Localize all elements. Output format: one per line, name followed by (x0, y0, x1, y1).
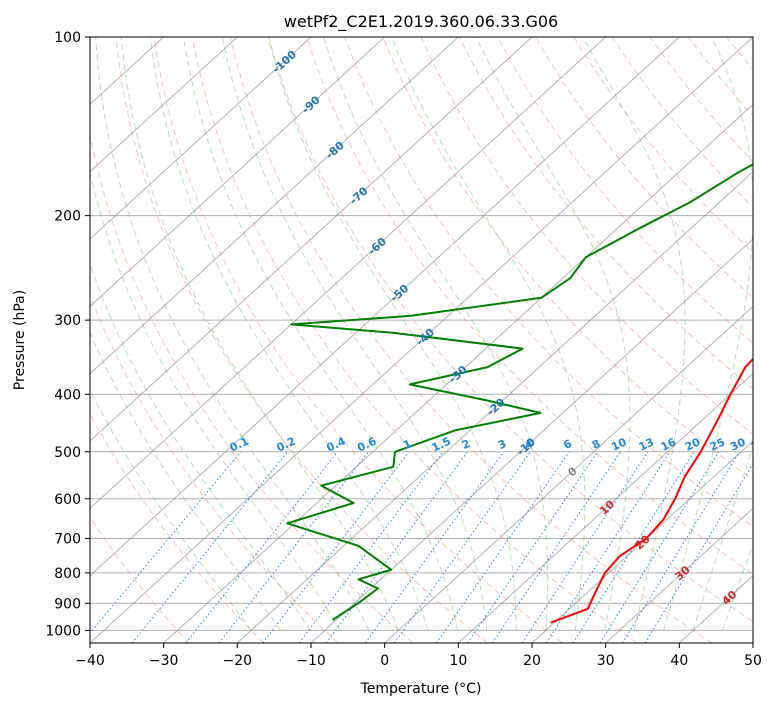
mixing-ratio-line (621, 451, 740, 643)
x-axis: −40 −30 −20 −10 0 10 20 30 40 50 (75, 643, 762, 669)
mixing-ratio-line (218, 451, 369, 643)
dry-adiabat-line (268, 37, 753, 623)
isotherm-line (90, 37, 312, 240)
mixing-ratio-label: 36 (749, 435, 769, 453)
mixing-ratio-label: 30 (728, 435, 748, 453)
x-tick-label: −30 (149, 653, 179, 669)
mixing-ratio-label: 16 (659, 435, 679, 453)
grid-layer (90, 37, 753, 643)
moist-adiabat-line (722, 543, 753, 631)
y-axis: 1000 900 800 700 600 500 400 300 200 100 (45, 30, 90, 639)
dry-adiabat-line (306, 37, 753, 575)
dry-adiabat-line (420, 37, 753, 435)
x-tick-label: −40 (75, 653, 105, 669)
dewpoint-profile-line (286, 163, 753, 621)
dry-adiabat-line (535, 37, 753, 299)
dry-adiabat-line (496, 37, 753, 344)
x-tick-label: −10 (296, 653, 326, 669)
mixing-ratio-label: 10 (609, 435, 629, 453)
y-tick-label: 100 (54, 30, 81, 46)
dry-adiabat-line (90, 516, 190, 643)
mixing-ratio-label: 13 (637, 435, 656, 453)
y-tick-label: 500 (54, 445, 81, 461)
mixing-ratio-line (467, 451, 599, 643)
mixing-ratio-label: 25 (708, 435, 727, 453)
moist-adiabat-line (90, 331, 282, 631)
dry-adiabat-line (90, 131, 414, 643)
x-tick-label: −20 (223, 653, 253, 669)
y-tick-label: 800 (54, 566, 81, 582)
isotherm-line (90, 37, 459, 375)
mixing-ratio-line (131, 451, 288, 643)
isotherm-line (310, 238, 753, 643)
mixing-ratio-line (644, 462, 753, 643)
isotherm-line (384, 305, 753, 643)
mixing-ratio-line (364, 451, 505, 643)
y-tick-label: 1000 (45, 623, 81, 639)
isotherm-line (605, 507, 753, 643)
dry-adiabat-line (115, 37, 488, 643)
y-tick-label: 300 (54, 313, 81, 329)
mixing-ratio-line (393, 451, 531, 643)
moist-adiabat-line (692, 444, 753, 631)
isotherm-line (90, 37, 680, 577)
x-tick-label: 20 (523, 653, 541, 669)
x-tick-label: 40 (670, 653, 688, 669)
x-axis-label: Temperature (°C) (360, 681, 482, 697)
mixing-ratio-line (90, 451, 242, 634)
isotherm-line (457, 372, 753, 643)
isotherm-line (90, 37, 753, 643)
x-tick-label: 10 (449, 653, 467, 669)
isotherm-line (90, 37, 533, 442)
dry-adiabat-line (344, 37, 753, 528)
isotherm-line (90, 37, 238, 173)
y-tick-label: 600 (54, 492, 81, 508)
mixing-ratio-label: 20 (683, 435, 703, 453)
y-tick-label: 900 (54, 596, 81, 612)
moist-adiabat-line (221, 37, 488, 631)
dry-adiabat-line (153, 37, 563, 643)
moist-adiabat-line (95, 37, 370, 631)
temperature-profile-line (550, 357, 753, 624)
dry-adiabat-line (382, 37, 753, 481)
moist-adiabat-line (90, 170, 340, 631)
moist-adiabat-line (149, 37, 429, 631)
chart-title: wetPf2_C2E1.2019.360.06.33.G06 (284, 12, 558, 32)
dry-adiabat-line (229, 37, 712, 643)
x-tick-label: 30 (597, 653, 615, 669)
moist-adiabat-line (120, 37, 399, 631)
dry-adiabat-line (458, 37, 753, 390)
moist-adiabat-line (267, 37, 517, 631)
dry-adiabat-line (191, 37, 638, 643)
moist-adiabat-line (663, 37, 753, 631)
moist-adiabat-line (323, 37, 548, 631)
moist-adiabat-line (90, 388, 252, 631)
y-tick-label: 200 (54, 209, 81, 225)
isotherm-line (163, 103, 753, 643)
x-tick-label: 0 (380, 653, 389, 669)
moist-adiabat-line (90, 262, 311, 631)
moist-adiabat-line (183, 37, 458, 631)
moist-adiabat-line (390, 37, 586, 631)
moist-adiabat-line (582, 37, 686, 631)
isotherm-line (90, 37, 607, 510)
moist-adiabat-line (475, 37, 631, 631)
y-tick-label: 400 (54, 387, 81, 403)
mixing-ratio-line (599, 451, 720, 643)
plot-frame (89, 36, 754, 644)
mixing-ratio-line (436, 451, 570, 643)
mixing-ratio-line (262, 451, 410, 643)
isotherm-line (90, 37, 386, 308)
mixing-ratio-line (185, 451, 338, 643)
x-tick-label: 50 (744, 653, 762, 669)
series-layer (286, 163, 753, 624)
dry-adiabat-line (90, 412, 264, 643)
y-tick-label: 700 (54, 532, 81, 548)
y-axis-label: Pressure (hPa) (12, 290, 28, 390)
